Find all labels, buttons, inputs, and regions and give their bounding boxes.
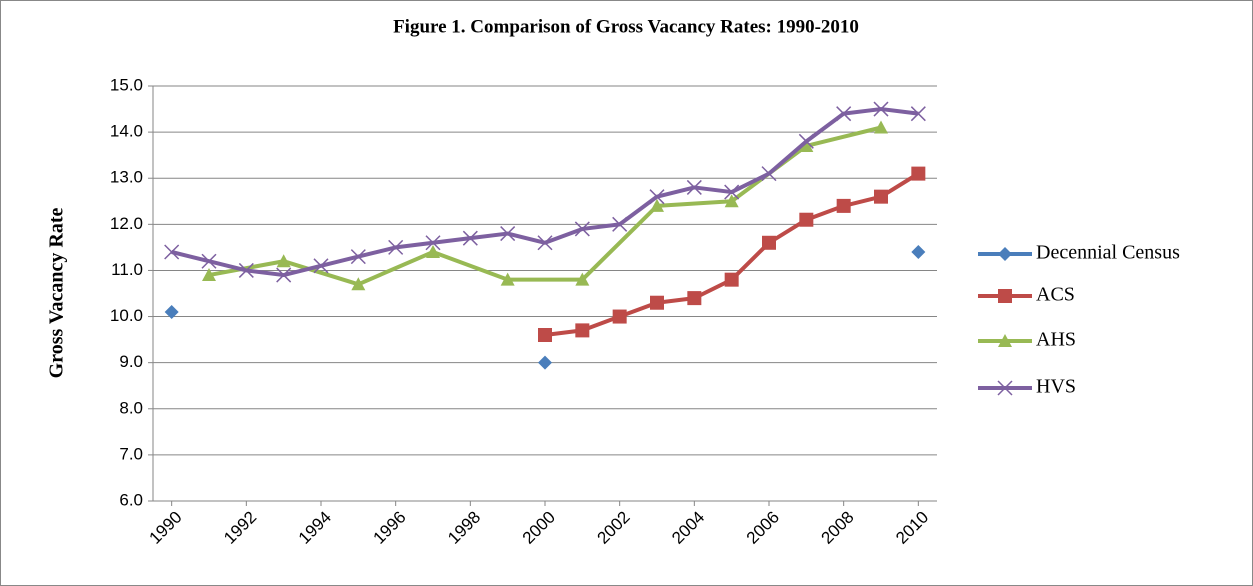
marker bbox=[911, 245, 926, 259]
marker bbox=[164, 304, 179, 319]
marker bbox=[873, 101, 889, 117]
marker bbox=[538, 328, 552, 342]
marker bbox=[649, 189, 665, 205]
legend-label: ACS bbox=[1036, 284, 1075, 306]
marker bbox=[574, 221, 590, 237]
marker bbox=[538, 355, 552, 370]
marker bbox=[202, 268, 216, 282]
marker bbox=[761, 166, 777, 182]
marker bbox=[537, 235, 553, 251]
marker bbox=[164, 244, 180, 260]
marker bbox=[724, 184, 740, 200]
marker bbox=[462, 230, 478, 246]
marker bbox=[425, 235, 441, 251]
legend-marker bbox=[997, 380, 1013, 396]
marker bbox=[575, 323, 590, 338]
marker bbox=[388, 239, 404, 255]
marker bbox=[911, 166, 926, 181]
marker bbox=[500, 226, 516, 242]
marker bbox=[276, 267, 292, 283]
marker bbox=[313, 258, 329, 274]
marker bbox=[575, 272, 590, 286]
marker bbox=[650, 198, 664, 212]
y-tick-label: 9.0 bbox=[119, 352, 143, 371]
marker bbox=[612, 216, 628, 232]
marker bbox=[762, 235, 776, 250]
y-tick-label: 7.0 bbox=[119, 444, 143, 463]
marker bbox=[350, 249, 366, 265]
marker bbox=[724, 194, 739, 208]
marker bbox=[201, 253, 217, 269]
marker bbox=[276, 254, 291, 268]
marker bbox=[650, 295, 664, 310]
marker bbox=[612, 309, 627, 324]
marker bbox=[798, 133, 814, 149]
marker bbox=[799, 212, 814, 227]
legend-label: HVS bbox=[1036, 376, 1076, 398]
y-axis-label: Gross Vacancy Rate bbox=[46, 208, 68, 379]
legend-label: AHS bbox=[1036, 329, 1076, 351]
y-tick-label: 10.0 bbox=[110, 306, 143, 325]
y-tick-label: 11.0 bbox=[111, 260, 143, 279]
y-tick-label: 15.0 bbox=[110, 75, 143, 94]
chart-title: Figure 1. Comparison of Gross Vacancy Ra… bbox=[393, 16, 859, 37]
y-tick-label: 8.0 bbox=[119, 398, 143, 417]
y-tick-label: 12.0 bbox=[110, 214, 143, 233]
marker bbox=[799, 138, 814, 152]
y-tick-label: 13.0 bbox=[110, 168, 143, 187]
marker bbox=[500, 272, 515, 286]
marker bbox=[687, 291, 702, 306]
legend-marker bbox=[998, 247, 1012, 261]
marker bbox=[686, 179, 702, 195]
marker bbox=[426, 245, 440, 258]
marker bbox=[836, 198, 851, 213]
legend-marker bbox=[998, 289, 1012, 303]
marker bbox=[874, 189, 888, 204]
y-tick-label: 6.0 bbox=[119, 490, 143, 509]
legend-marker bbox=[998, 334, 1012, 347]
marker bbox=[238, 262, 254, 278]
marker bbox=[874, 120, 888, 134]
marker bbox=[351, 277, 366, 291]
marker bbox=[910, 106, 926, 122]
marker bbox=[724, 272, 739, 287]
marker bbox=[836, 106, 852, 122]
y-tick-label: 14.0 bbox=[110, 122, 143, 141]
legend-label: Decennial Census bbox=[1036, 242, 1180, 264]
